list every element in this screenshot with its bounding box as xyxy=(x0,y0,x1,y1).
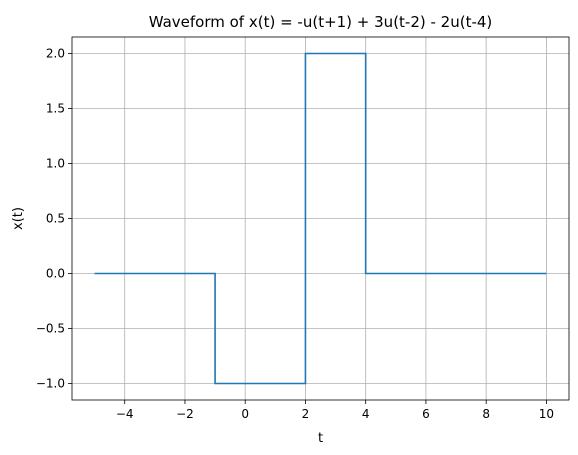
y-tick-label: 2.0 xyxy=(46,47,65,61)
y-axis-label: x(t) xyxy=(11,207,26,230)
y-tick-label: 0.0 xyxy=(46,267,65,281)
x-axis-ticks: −4 −2 0 2 4 6 8 10 xyxy=(116,400,554,421)
y-tick-label: −0.5 xyxy=(36,322,65,336)
y-tick-label: −1.0 xyxy=(36,377,65,391)
grid-lines xyxy=(72,37,569,400)
series-line xyxy=(94,52,547,385)
x-tick-label: 2 xyxy=(302,407,310,421)
x-tick-label: 0 xyxy=(241,407,249,421)
y-tick-label: 1.5 xyxy=(46,102,65,116)
x-tick-label: 10 xyxy=(539,407,554,421)
y-tick-label: 0.5 xyxy=(46,212,65,226)
x-tick-label: 8 xyxy=(482,407,490,421)
y-tick-label: 1.0 xyxy=(46,157,65,171)
x-tick-label: −4 xyxy=(116,407,134,421)
series-layer xyxy=(94,52,547,385)
x-axis-label: t xyxy=(318,431,323,446)
x-tick-label: −2 xyxy=(176,407,194,421)
y-axis-ticks: −1.0 −0.5 0.0 0.5 1.0 1.5 2.0 xyxy=(36,47,72,391)
x-tick-label: 4 xyxy=(362,407,370,421)
chart-title: Waveform of x(t) = -u(t+1) + 3u(t-2) - 2… xyxy=(149,13,493,31)
x-tick-label: 6 xyxy=(422,407,430,421)
